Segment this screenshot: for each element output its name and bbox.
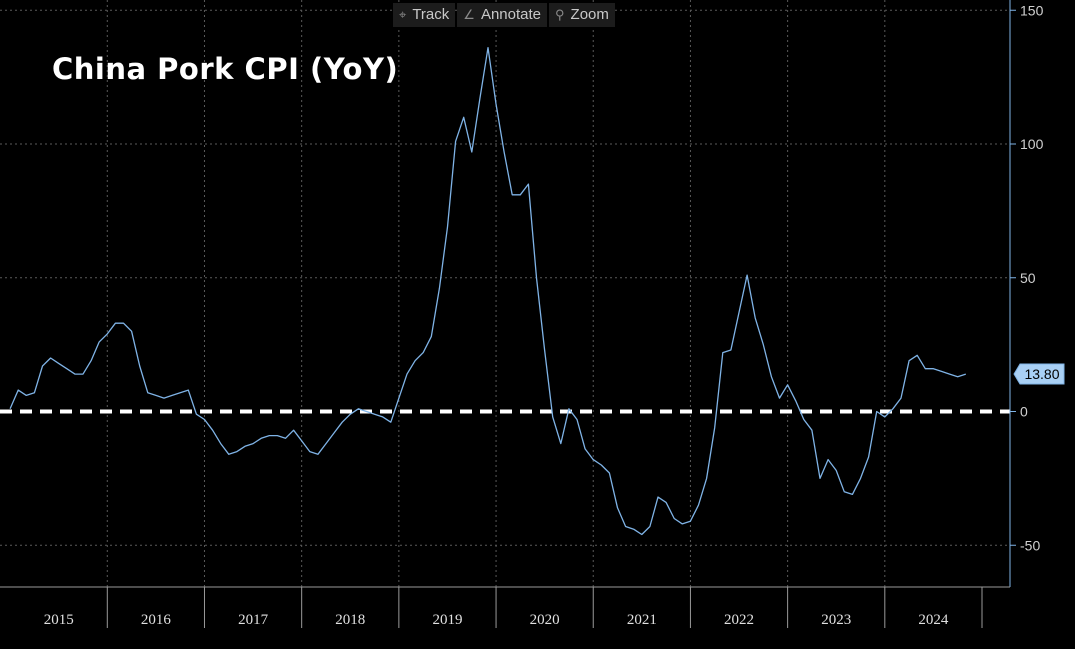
annotate-label: Annotate	[480, 6, 541, 23]
x-tick-label: 2019	[432, 612, 462, 628]
last-value-label: 13.80	[1024, 366, 1059, 382]
x-tick-label: 2024	[918, 612, 949, 628]
x-tick-label: 2017	[238, 612, 269, 628]
crosshair-icon: ⌖	[399, 7, 407, 22]
x-tick-label: 2022	[724, 612, 754, 628]
y-tick-label: 150	[1020, 2, 1044, 18]
y-tick-label: 100	[1020, 136, 1044, 152]
last-value-callout: 13.80	[1013, 363, 1065, 385]
y-tick-label: -50	[1020, 537, 1040, 553]
track-label: Track	[412, 6, 450, 23]
x-axis: 2015 2016 2017 2018 2019 2020 2021 2022 2023 2024	[0, 586, 1010, 628]
magnifier-icon: ⚲	[555, 7, 565, 22]
zoom-button[interactable]: ⚲ Zoom	[549, 3, 615, 27]
y-tick-label: 50	[1020, 270, 1036, 286]
x-tick-label: 2021	[627, 612, 657, 628]
x-tick-label: 2020	[530, 612, 560, 628]
zoom-label: Zoom	[570, 6, 609, 23]
chart-toolbar: ⌖ Track ∠ Annotate ⚲ Zoom	[393, 3, 615, 27]
series-line	[9, 47, 966, 536]
pencil-icon: ∠	[463, 7, 475, 22]
x-tick-label: 2023	[821, 612, 851, 628]
chart-grid	[0, 0, 1010, 587]
annotate-button[interactable]: ∠ Annotate	[457, 3, 547, 27]
y-tick-label: 0	[1020, 404, 1028, 420]
x-tick-label: 2016	[141, 612, 172, 628]
series-line-group	[9, 47, 966, 536]
track-button[interactable]: ⌖ Track	[393, 3, 456, 27]
y-axis: 150 100 50 0 -50 13.80	[1009, 0, 1065, 587]
last-value-box	[1013, 363, 1065, 385]
x-tick-label: 2018	[335, 612, 365, 628]
x-tick-label: 2015	[44, 612, 74, 628]
chart-title: China Pork CPI (YoY)	[52, 52, 399, 86]
